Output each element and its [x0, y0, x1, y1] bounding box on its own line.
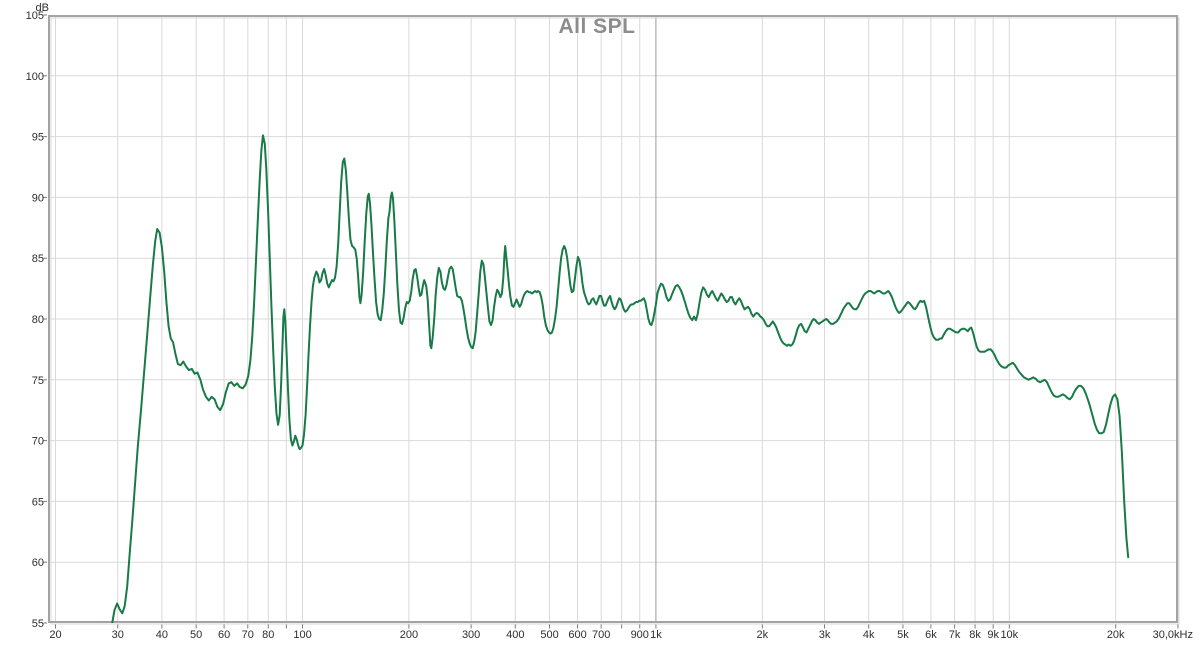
y-axis-unit-label: dB — [36, 2, 49, 14]
x-tick-label: 4k — [863, 629, 875, 641]
spl-trace-all — [111, 134, 1130, 623]
y-tick-label: 100 — [26, 71, 44, 83]
plot-border — [48, 15, 1178, 623]
x-tick-label: 50 — [190, 629, 202, 641]
x-tick-label: 70 — [242, 629, 254, 641]
x-tick-label: 40 — [156, 629, 168, 641]
x-tick-label: 8k — [969, 629, 981, 641]
x-tick-label: 7k — [949, 629, 961, 641]
x-tick-label: 900 — [631, 629, 649, 641]
x-tick-label: 20 — [49, 629, 61, 641]
y-tick-label: 75 — [32, 375, 44, 387]
x-axis-labels: 20 30 40 50 60 70 80 100 200 300 400 500 600 700 900 1k… — [49, 629, 1193, 641]
y-tick-label: 105 — [26, 10, 44, 22]
y-tick-label: 90 — [32, 192, 44, 204]
y-tick-label: 55 — [32, 618, 44, 630]
x-tick-label: 500 — [540, 629, 558, 641]
x-tick-label: 3k — [819, 629, 831, 641]
x-tick-label: 30 — [112, 629, 124, 641]
x-tick-label: 100 — [293, 629, 311, 641]
x-tick-label: 30,0kHz — [1153, 629, 1193, 641]
x-tick-label: 9k — [987, 629, 999, 641]
chart-title: All SPL — [558, 15, 635, 38]
y-tick-label: 85 — [32, 253, 44, 265]
x-tick-label: 6k — [925, 629, 937, 641]
x-tick-label: 5k — [897, 629, 909, 641]
x-tick-label: 300 — [462, 629, 480, 641]
x-tick-label: 80 — [262, 629, 274, 641]
y-tick-label: 65 — [32, 496, 44, 508]
plot-area[interactable] — [48, 15, 1178, 623]
x-tick-label: 600 — [568, 629, 586, 641]
y-tick-label: 60 — [32, 557, 44, 569]
x-tick-label: 20k — [1107, 629, 1125, 641]
x-tick-label: 200 — [400, 629, 418, 641]
y-tick-label: 95 — [32, 132, 44, 144]
x-tick-label: 400 — [506, 629, 524, 641]
y-axis-labels: 105 100 95 90 85 80 75 70 65 60 55 — [26, 10, 44, 630]
x-tick-label: 700 — [592, 629, 610, 641]
y-tick-label: 80 — [32, 314, 44, 326]
x-tick-label: 2k — [756, 629, 768, 641]
x-tick-label: 1k — [650, 629, 662, 641]
plot-border-shadow — [50, 17, 1180, 625]
axis-ticks — [43, 14, 1179, 629]
x-tick-label: 10k — [1000, 629, 1018, 641]
y-tick-label: 70 — [32, 436, 44, 448]
x-tick-label: 60 — [218, 629, 230, 641]
